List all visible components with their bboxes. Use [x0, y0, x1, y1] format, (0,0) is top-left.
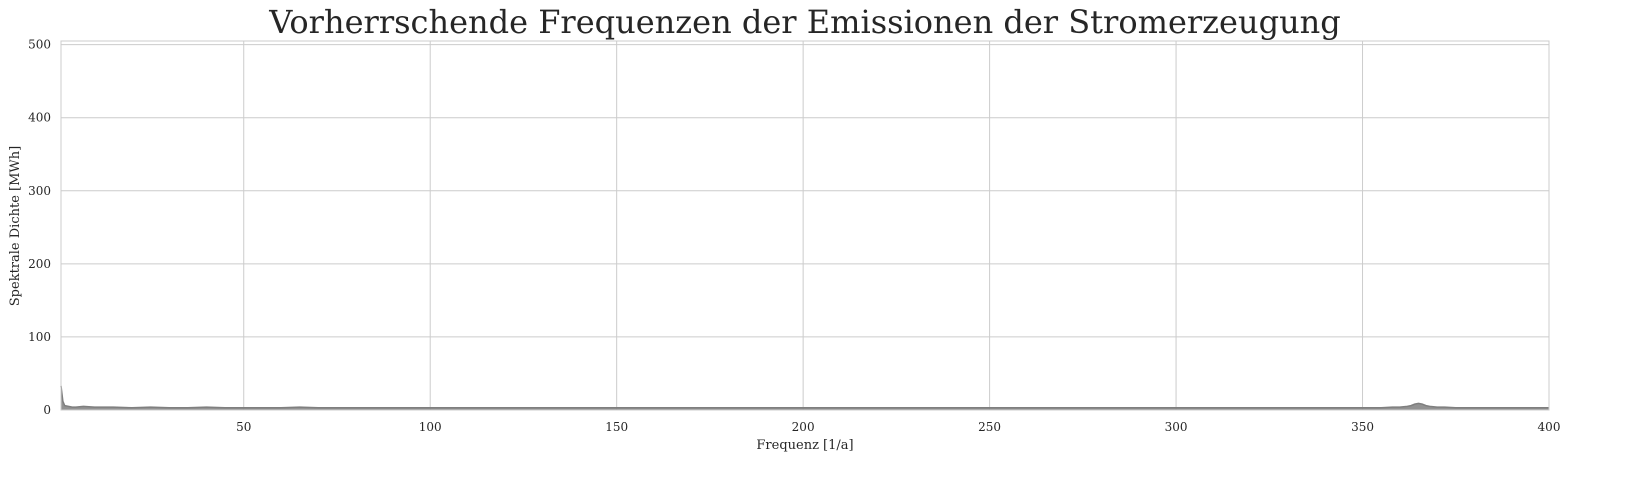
series-line: [60, 385, 1549, 409]
x-tick-label: 150: [605, 420, 628, 434]
y-tick-label: 200: [28, 257, 51, 271]
x-tick-label: 250: [978, 420, 1001, 434]
x-tick-label: 50: [236, 420, 251, 434]
y-tick-label: 400: [28, 111, 51, 125]
chart-title: Vorherrschende Frequenzen der Emissionen…: [268, 3, 1341, 41]
plot-frame: [60, 40, 1550, 411]
x-axis-label: Frequenz [1/a]: [756, 438, 853, 453]
series-layer: [60, 385, 1549, 410]
y-tick-label: 0: [43, 403, 51, 417]
tick-labels: 50 100 150 200 250 300 350 400 0 100 200 300 400 500: [28, 38, 1560, 434]
y-tick-label: 300: [28, 184, 51, 198]
x-tick-label: 200: [792, 420, 815, 434]
y-tick-label: 500: [28, 38, 51, 52]
y-axis-label: Spektrale Dichte [MWh]: [8, 146, 23, 306]
x-tick-label: 100: [419, 420, 442, 434]
x-tick-label: 350: [1351, 420, 1374, 434]
x-tick-label: 400: [1538, 420, 1561, 434]
y-tick-label: 100: [28, 330, 51, 344]
x-tick-label: 300: [1165, 420, 1188, 434]
